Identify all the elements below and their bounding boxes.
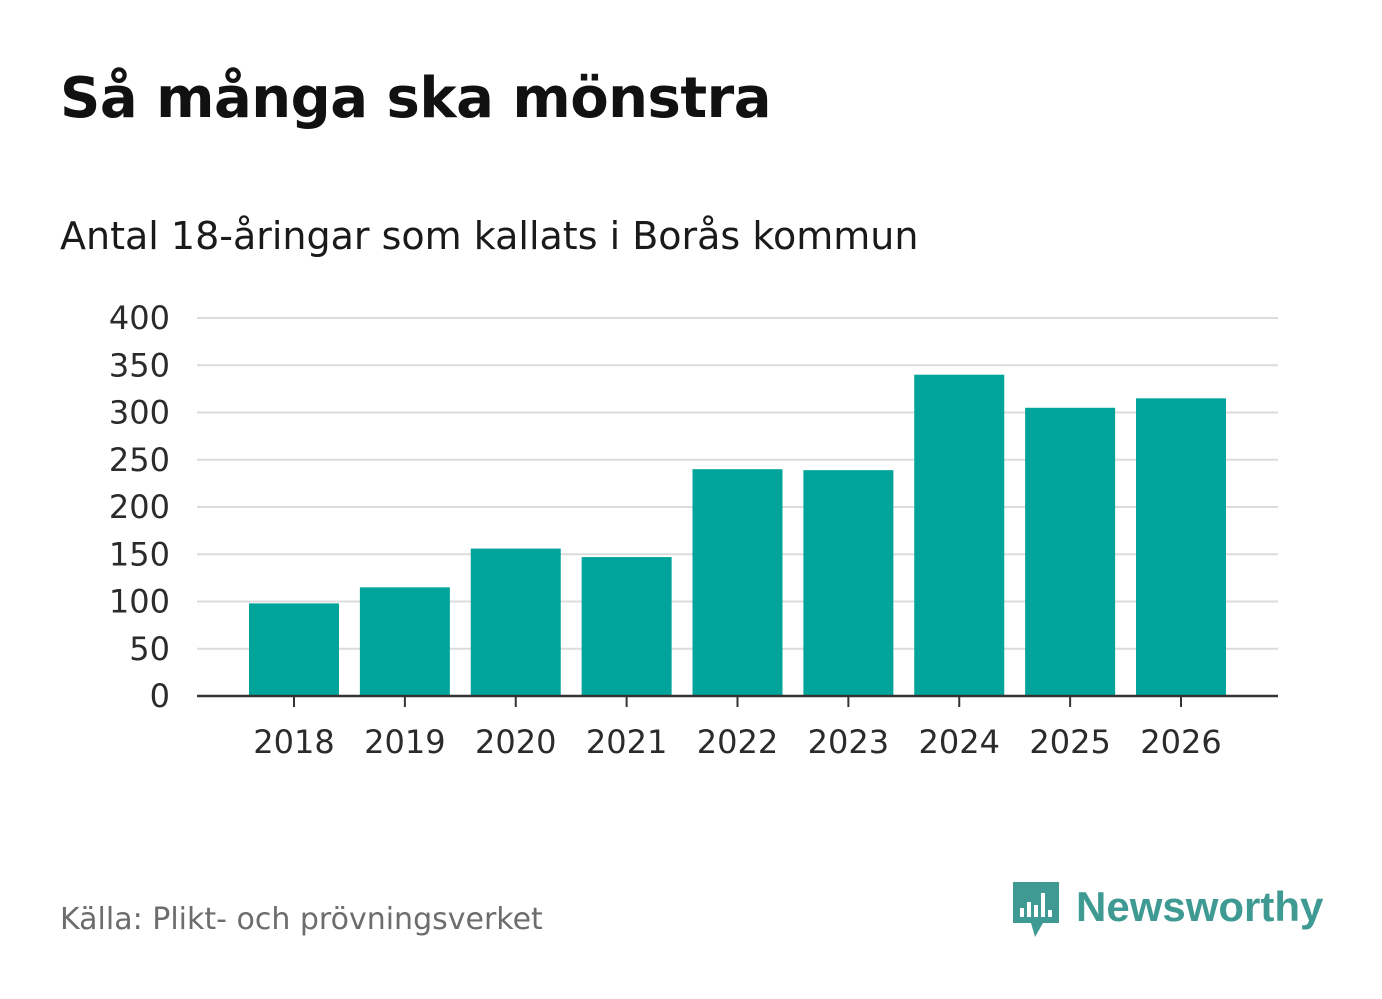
y-tick-label: 300: [109, 394, 170, 432]
x-tick-label: 2025: [1029, 723, 1110, 761]
y-tick-label: 400: [109, 299, 170, 337]
bar-2025: [1025, 407, 1116, 696]
bar-2022: [692, 469, 783, 696]
x-tick-label: 2021: [586, 723, 667, 761]
source-note: Källa: Plikt- och prövningsverket: [60, 902, 543, 937]
x-tick-label: 2022: [697, 723, 778, 761]
newsworthy-logo-icon: [1013, 882, 1059, 937]
bar-2019: [359, 587, 450, 696]
chart-title: Så många ska mönstra: [60, 66, 772, 131]
brand-logo: Newsworthy: [1010, 878, 1323, 942]
y-axis-ticks: 0 50 100 150 200 250 300 350 400: [109, 299, 170, 715]
bar-2021: [581, 557, 672, 696]
bars: [249, 374, 1226, 696]
x-tick-label: 2020: [475, 723, 556, 761]
bar-2020: [470, 548, 561, 696]
bar-2024: [914, 374, 1005, 696]
x-axis-ticks: 2018 2019 2020 2021 2022 2023 2024 2025 2026: [253, 696, 1222, 761]
bar-2026: [1136, 398, 1226, 696]
x-tick-label: 2018: [253, 723, 334, 761]
y-tick-label: 0: [150, 677, 170, 715]
chart-subtitle: Antal 18-åringar som kallats i Borås kom…: [60, 214, 919, 258]
bar-2018: [249, 603, 339, 696]
y-tick-label: 350: [109, 346, 170, 384]
y-tick-label: 250: [109, 441, 170, 479]
y-tick-label: 50: [129, 630, 170, 668]
x-tick-label: 2019: [364, 723, 445, 761]
bar-2023: [803, 470, 894, 696]
x-tick-label: 2026: [1140, 723, 1221, 761]
x-tick-label: 2024: [919, 723, 1000, 761]
x-tick-label: 2023: [808, 723, 889, 761]
y-tick-label: 150: [109, 535, 170, 573]
y-tick-label: 100: [109, 583, 170, 621]
y-tick-label: 200: [109, 488, 170, 526]
brand-name: Newsworthy: [1076, 883, 1324, 930]
bar-chart: 0 50 100 150 200 250 300 350 400 2018 2019 2020 202…: [109, 299, 1278, 761]
